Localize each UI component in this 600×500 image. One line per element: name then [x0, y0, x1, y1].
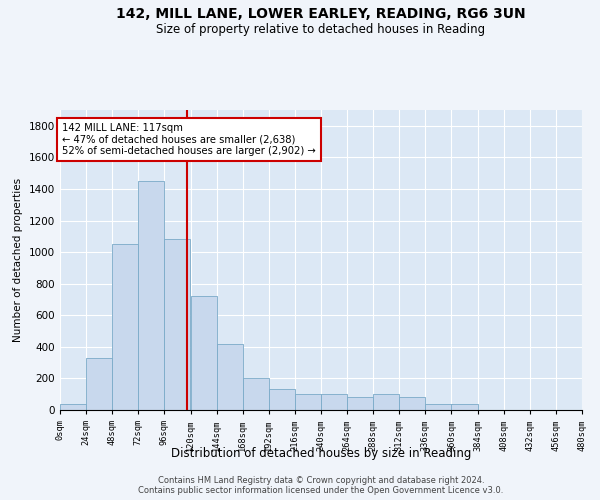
Bar — [295, 394, 321, 410]
Bar — [242, 378, 269, 410]
Bar — [400, 398, 425, 410]
Text: Contains public sector information licensed under the Open Government Licence v3: Contains public sector information licen… — [139, 486, 503, 495]
Text: 142, MILL LANE, LOWER EARLEY, READING, RG6 3UN: 142, MILL LANE, LOWER EARLEY, READING, R… — [116, 8, 526, 22]
Bar — [425, 404, 452, 410]
Text: Contains HM Land Registry data © Crown copyright and database right 2024.: Contains HM Land Registry data © Crown c… — [158, 476, 484, 485]
Bar — [164, 240, 190, 410]
Text: Distribution of detached houses by size in Reading: Distribution of detached houses by size … — [171, 448, 471, 460]
Bar — [139, 181, 164, 410]
Text: Size of property relative to detached houses in Reading: Size of property relative to detached ho… — [157, 22, 485, 36]
Bar — [191, 296, 217, 410]
Bar — [321, 394, 347, 410]
Text: 142 MILL LANE: 117sqm
← 47% of detached houses are smaller (2,638)
52% of semi-d: 142 MILL LANE: 117sqm ← 47% of detached … — [62, 122, 316, 156]
Bar — [112, 244, 138, 410]
Bar — [451, 404, 478, 410]
Bar — [86, 358, 112, 410]
Bar — [60, 404, 86, 410]
Bar — [269, 390, 295, 410]
Bar — [373, 394, 400, 410]
Bar — [347, 398, 373, 410]
Y-axis label: Number of detached properties: Number of detached properties — [13, 178, 23, 342]
Bar — [217, 344, 242, 410]
